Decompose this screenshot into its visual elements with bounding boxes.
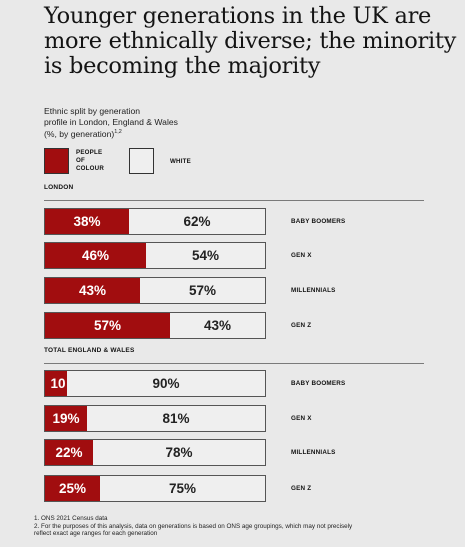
section-divider (44, 363, 424, 364)
footnote: 2. For the purposes of this analysis, da… (34, 522, 353, 530)
title-line: Younger generations in the UK are (44, 3, 432, 29)
subtitle-line-text: (%, by generation) (44, 128, 115, 139)
stacked-bar: 10 90% (44, 370, 266, 397)
legend-poc-line: COLOUR (76, 165, 105, 172)
category-label: BABY BOOMERS (291, 380, 346, 387)
stacked-bar: 57% 43% (44, 312, 266, 339)
category-label: GEN Z (291, 322, 312, 329)
bar-segment-poc (45, 476, 100, 501)
legend-label-poc: PEOPLE OF COLOUR (76, 149, 104, 173)
title-line: is becoming the majority (44, 53, 321, 79)
footnote: 1. ONS 2021 Census data (34, 515, 108, 522)
category-label: MILLENNIALS (291, 287, 336, 294)
data-label-white: 90% (152, 376, 180, 391)
category-label: GEN X (291, 252, 312, 259)
chart-subtitle: Ethnic split by generation profile in Lo… (44, 106, 244, 139)
data-label-poc: 46% (81, 248, 110, 263)
data-label-poc: 25% (58, 481, 87, 496)
data-label-white: 54% (191, 248, 220, 263)
subtitle-footnote-ref: 1,2 (114, 129, 122, 135)
legend-poc-line: OF (76, 157, 85, 164)
data-label-poc: 19% (52, 411, 80, 426)
data-label-poc: 22% (55, 445, 83, 460)
stacked-bar: 25% 75% (44, 475, 266, 502)
section-label: TOTAL ENGLAND & WALES (44, 347, 135, 354)
title-line: more ethnically diverse; the minority (44, 28, 457, 54)
bar-segment-poc (45, 209, 129, 234)
legend-label-white: WHITE (170, 158, 191, 165)
data-label-white: 78% (165, 445, 193, 460)
data-label-poc: 10 (50, 376, 66, 391)
data-label-white: 62% (183, 214, 211, 229)
data-label-white: 75% (168, 481, 197, 496)
stacked-bar: 19% 81% (44, 405, 266, 432)
data-label-poc: 38% (73, 214, 101, 229)
bar-segment-poc (45, 243, 146, 268)
subtitle-line: (%, by generation)1,2 (44, 127, 244, 139)
stacked-bar: 43% 57% (44, 277, 266, 304)
legend-poc-line: PEOPLE (76, 149, 103, 156)
subtitle-line: profile in London, England & Wales (44, 116, 178, 127)
data-label-poc: 43% (78, 283, 107, 298)
section-divider (44, 200, 424, 201)
footnotes: 1. ONS 2021 Census data 2. For the purpo… (34, 515, 454, 538)
section-label: LONDON (44, 184, 74, 191)
subtitle-line: Ethnic split by generation (44, 106, 141, 116)
data-label-poc: 57% (93, 318, 122, 333)
legend-swatch-poc (44, 148, 69, 174)
data-label-white: 81% (162, 411, 190, 426)
category-label: GEN X (291, 415, 312, 422)
bar-segment-poc (45, 371, 67, 396)
chart-title: Younger generations in the UK are more e… (44, 3, 457, 79)
category-label: MILLENNIALS (291, 449, 336, 456)
bar-segment-poc (45, 278, 140, 303)
footnote: reflect exact age ranges for each genera… (34, 530, 158, 538)
data-label-white: 57% (188, 283, 217, 298)
bar-segment-poc (45, 313, 170, 338)
stacked-bar: 46% 54% (44, 242, 266, 269)
legend-swatch-white (129, 148, 154, 174)
category-label: GEN Z (291, 485, 312, 492)
stacked-bar: 38% 62% (44, 208, 266, 235)
bar-segment-poc (45, 406, 87, 431)
category-label: BABY BOOMERS (291, 218, 346, 225)
stacked-bar: 22% 78% (44, 439, 266, 466)
data-label-white: 43% (203, 318, 232, 333)
bar-segment-poc (45, 440, 93, 465)
